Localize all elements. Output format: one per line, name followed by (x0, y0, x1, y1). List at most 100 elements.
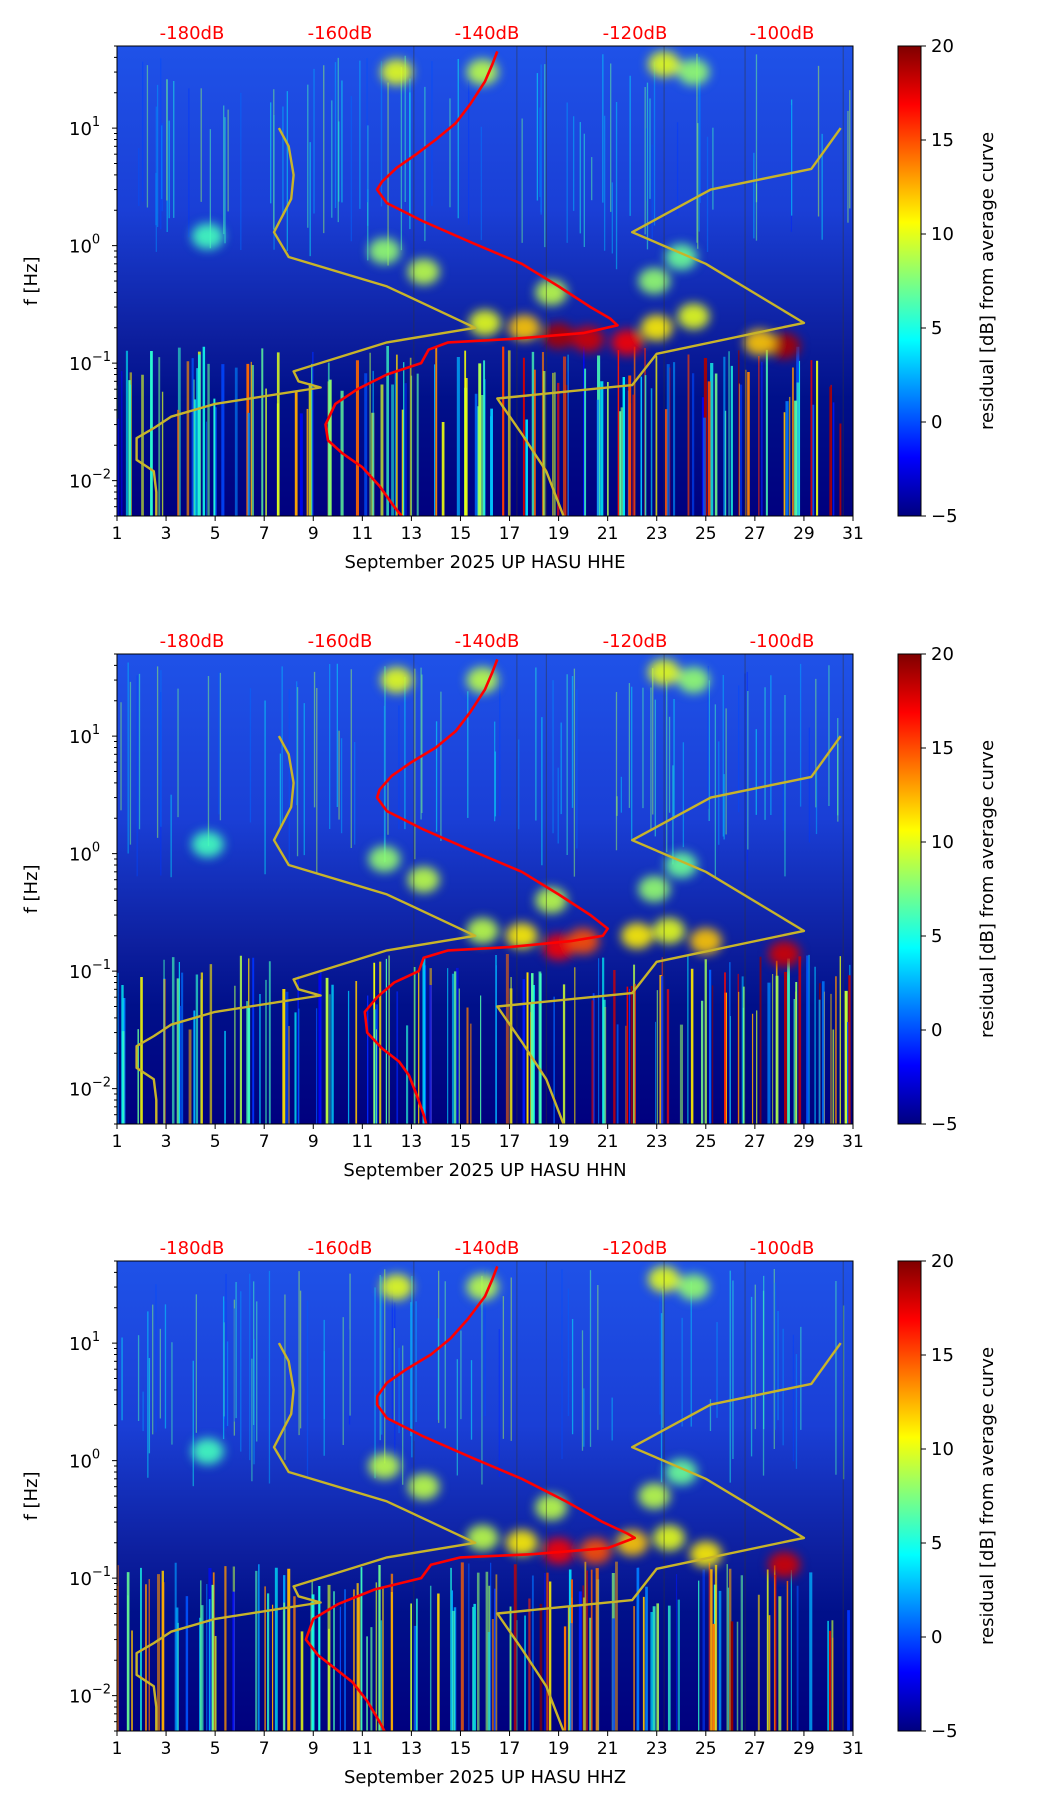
residual-blob (535, 1494, 568, 1521)
residual-blob (191, 831, 224, 858)
y-axis-label: f [Hz] (21, 864, 42, 913)
db-scale-label: -140dB (455, 23, 520, 44)
residual-blob (380, 1274, 413, 1301)
db-scale-label: -180dB (160, 1238, 225, 1259)
colorbar-label: residual [dB] from average curve (977, 740, 998, 1038)
residual-blob (380, 667, 413, 694)
residual-blob (611, 329, 644, 356)
x-tick-label: 21 (597, 1739, 619, 1759)
residual-blob (621, 922, 654, 949)
average-curve (304, 1265, 637, 1731)
colorbar-tick-label: 0 (931, 1020, 942, 1041)
x-tick-label: 29 (793, 1739, 815, 1759)
x-tick-label: 11 (352, 524, 374, 544)
residual-blob (191, 223, 224, 250)
x-tick-label: 9 (308, 1739, 319, 1759)
x-tick-label: 17 (499, 1739, 521, 1759)
colorbar-tick-label: −5 (931, 1114, 958, 1135)
x-axis-label: September 2025 UP HASU HHN (343, 1160, 626, 1181)
x-tick-label: 25 (695, 524, 717, 544)
x-tick-label: 9 (308, 524, 319, 544)
x-tick-label: 7 (259, 1132, 270, 1152)
colorbar-tick-label: 20 (931, 1251, 954, 1272)
x-tick-label: 31 (842, 1132, 864, 1152)
colorbar (897, 1260, 922, 1732)
y-tick-label: 100 (69, 841, 100, 866)
x-tick-label: 15 (450, 524, 472, 544)
colorbar-tick-label: 10 (931, 1439, 954, 1460)
x-tick-label: 19 (548, 1739, 570, 1759)
residual-blob (466, 917, 499, 944)
y-tick-label: 10−1 (69, 350, 111, 375)
residual-blob (677, 303, 710, 330)
residual-blob (380, 59, 413, 86)
residual-blob (579, 1538, 612, 1565)
db-scale-label: -160dB (308, 23, 373, 44)
residual-blob (368, 238, 401, 265)
db-scale-label: -120dB (603, 631, 668, 652)
db-scale-label: -180dB (160, 23, 225, 44)
model-curves (135, 735, 477, 1124)
x-tick-label: 23 (646, 1739, 668, 1759)
x-tick-label: 13 (401, 1739, 423, 1759)
residual-blob (407, 1473, 440, 1500)
residual-blob (768, 940, 801, 967)
residual-blob (505, 1529, 538, 1556)
x-tick-label: 1 (112, 524, 123, 544)
x-tick-label: 1 (112, 1132, 123, 1152)
x-axis-label: September 2025 UP HASU HHE (344, 552, 625, 573)
x-tick-label: 23 (646, 524, 668, 544)
x-tick-label: 29 (793, 524, 815, 544)
residual-blob (407, 258, 440, 285)
x-tick-label: 3 (161, 524, 172, 544)
x-tick-label: 29 (793, 1132, 815, 1152)
y-tick-label: 101 (69, 115, 100, 140)
colorbar-tick-label: 20 (931, 644, 954, 665)
x-axis-label: September 2025 UP HASU HHZ (344, 1767, 626, 1788)
x-tick-label: 23 (646, 1132, 668, 1152)
residual-blob (677, 667, 710, 694)
residual-blob (368, 846, 401, 873)
spectrogram-panel-hhz: 1 3 5 7 9 11 13 15 17 19 21 23 25 27 29 31 September 202… (0, 1215, 1052, 1815)
db-scale-label: -100dB (750, 1238, 815, 1259)
colorbar-tick-label: 15 (931, 738, 954, 759)
colorbar-tick-label: 0 (931, 412, 942, 433)
x-tick-label: 27 (744, 1132, 766, 1152)
x-tick-label: 13 (401, 1132, 423, 1152)
colorbar-tick-label: 0 (931, 1627, 942, 1648)
residual-blob (638, 1483, 671, 1509)
x-tick-label: 15 (450, 1132, 472, 1152)
residual-blob (616, 1529, 649, 1556)
db-scale-label: -100dB (750, 23, 815, 44)
model-curves-right (496, 735, 842, 1124)
db-scale-label: -140dB (455, 1238, 520, 1259)
x-tick-label: 3 (161, 1739, 172, 1759)
colorbar-tick-label: −5 (931, 1721, 958, 1742)
y-tick-label: 100 (69, 233, 100, 258)
residual-blob (653, 1524, 685, 1551)
y-tick-label: 10−2 (69, 1076, 111, 1101)
x-tick-label: 5 (210, 1739, 221, 1759)
x-tick-label: 7 (259, 524, 270, 544)
x-tick-label: 3 (161, 1132, 172, 1152)
colorbar-label: residual [dB] from average curve (977, 132, 998, 430)
colorbar-tick-label: 20 (931, 36, 954, 57)
residual-blob (505, 922, 538, 949)
residual-blob (469, 309, 501, 336)
x-tick-label: 17 (499, 1132, 521, 1152)
residual-blob (191, 1438, 224, 1465)
spectrogram-heatmap (117, 654, 853, 1124)
residual-blob (768, 332, 801, 359)
residual-blob (407, 866, 440, 893)
y-tick-label: 10−1 (69, 958, 111, 983)
x-tick-label: 9 (308, 1132, 319, 1152)
colorbar-tick-label: 15 (931, 1345, 954, 1366)
residual-blob (638, 876, 671, 902)
db-scale-label: -140dB (455, 631, 520, 652)
x-tick-label: 27 (744, 1739, 766, 1759)
x-tick-label: 11 (352, 1132, 374, 1152)
average-curve (324, 50, 619, 516)
x-tick-label: 19 (548, 1132, 570, 1152)
residual-blob (638, 268, 671, 294)
average-curve (363, 658, 610, 1124)
